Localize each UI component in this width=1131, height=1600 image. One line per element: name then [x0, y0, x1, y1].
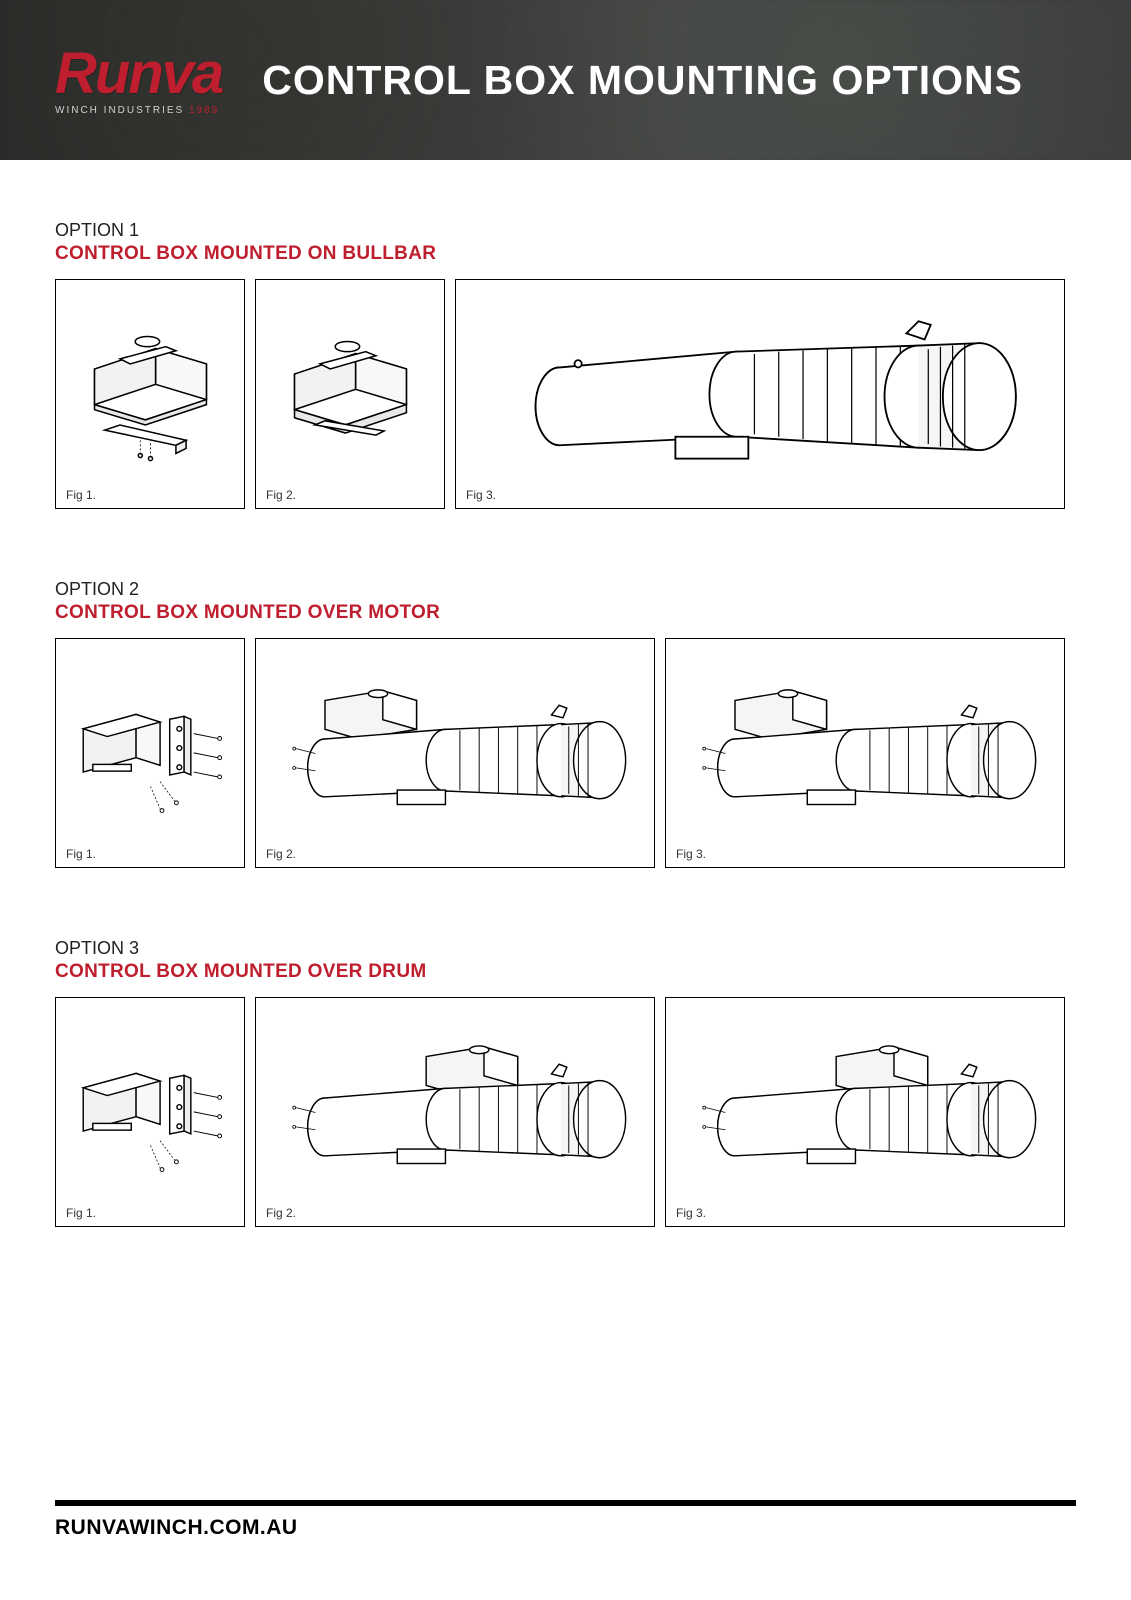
figure-illustration	[666, 639, 1064, 867]
brand-logo: Runva WINCH INDUSTRIES 1989	[55, 45, 222, 116]
option-title: CONTROL BOX MOUNTED ON BULLBAR	[55, 243, 1076, 265]
figure-caption: Fig 2.	[266, 488, 296, 502]
figure-caption: Fig 1.	[66, 1206, 96, 1220]
option-block: OPTION 1CONTROL BOX MOUNTED ON BULLBAR Fi…	[55, 220, 1076, 509]
brand-subtitle-prefix: WINCH INDUSTRIES	[55, 105, 189, 116]
figure-box: Fig 2.	[255, 997, 655, 1227]
footer-url: RUNVAWINCH.COM.AU	[55, 1516, 1076, 1540]
option-title: CONTROL BOX MOUNTED OVER MOTOR	[55, 602, 1076, 624]
option-label: OPTION 1	[55, 220, 1076, 241]
page-title: CONTROL BOX MOUNTING OPTIONS	[262, 57, 1023, 104]
figure-box: Fig 1.	[55, 279, 245, 509]
figure-illustration	[256, 639, 654, 867]
option-label: OPTION 2	[55, 579, 1076, 600]
figure-box: Fig 2.	[255, 279, 445, 509]
brand-subtitle-year: 1989	[189, 105, 219, 116]
figure-caption: Fig 2.	[266, 1206, 296, 1220]
figure-illustration	[256, 280, 444, 508]
option-title: CONTROL BOX MOUNTED OVER DRUM	[55, 961, 1076, 983]
figure-illustration	[256, 998, 654, 1226]
option-block: OPTION 2CONTROL BOX MOUNTED OVER MOTOR Fi…	[55, 579, 1076, 868]
brand-logo-text: Runva	[55, 45, 222, 103]
figure-illustration	[56, 998, 244, 1226]
figure-box: Fig 1.	[55, 638, 245, 868]
figure-caption: Fig 2.	[266, 847, 296, 861]
figure-box: Fig 3.	[665, 638, 1065, 868]
figure-box: Fig 2.	[255, 638, 655, 868]
figure-box: Fig 3.	[455, 279, 1065, 509]
figure-box: Fig 3.	[665, 997, 1065, 1227]
options-container: OPTION 1CONTROL BOX MOUNTED ON BULLBAR Fi…	[55, 220, 1076, 1227]
figure-row: Fig 1. Fig 2. Fig 3.	[55, 638, 1076, 868]
brand-logo-subtitle: WINCH INDUSTRIES 1989	[55, 105, 222, 116]
option-label: OPTION 3	[55, 938, 1076, 959]
figure-illustration	[56, 639, 244, 867]
figure-caption: Fig 3.	[676, 1206, 706, 1220]
figure-row: Fig 1. Fig 2. Fig 3.	[55, 997, 1076, 1227]
figure-illustration	[56, 280, 244, 508]
option-block: OPTION 3CONTROL BOX MOUNTED OVER DRUM Fig…	[55, 938, 1076, 1227]
content-area: OPTION 1CONTROL BOX MOUNTED ON BULLBAR Fi…	[0, 160, 1131, 1227]
figure-illustration	[666, 998, 1064, 1226]
figure-caption: Fig 3.	[466, 488, 496, 502]
figure-caption: Fig 1.	[66, 847, 96, 861]
figure-illustration	[456, 280, 1064, 508]
header-banner: Runva WINCH INDUSTRIES 1989 CONTROL BOX …	[0, 0, 1131, 160]
footer: RUNVAWINCH.COM.AU	[55, 1500, 1076, 1540]
figure-box: Fig 1.	[55, 997, 245, 1227]
figure-caption: Fig 3.	[676, 847, 706, 861]
figure-row: Fig 1. Fig 2. Fig 3.	[55, 279, 1076, 509]
page: Runva WINCH INDUSTRIES 1989 CONTROL BOX …	[0, 0, 1131, 1600]
figure-caption: Fig 1.	[66, 488, 96, 502]
